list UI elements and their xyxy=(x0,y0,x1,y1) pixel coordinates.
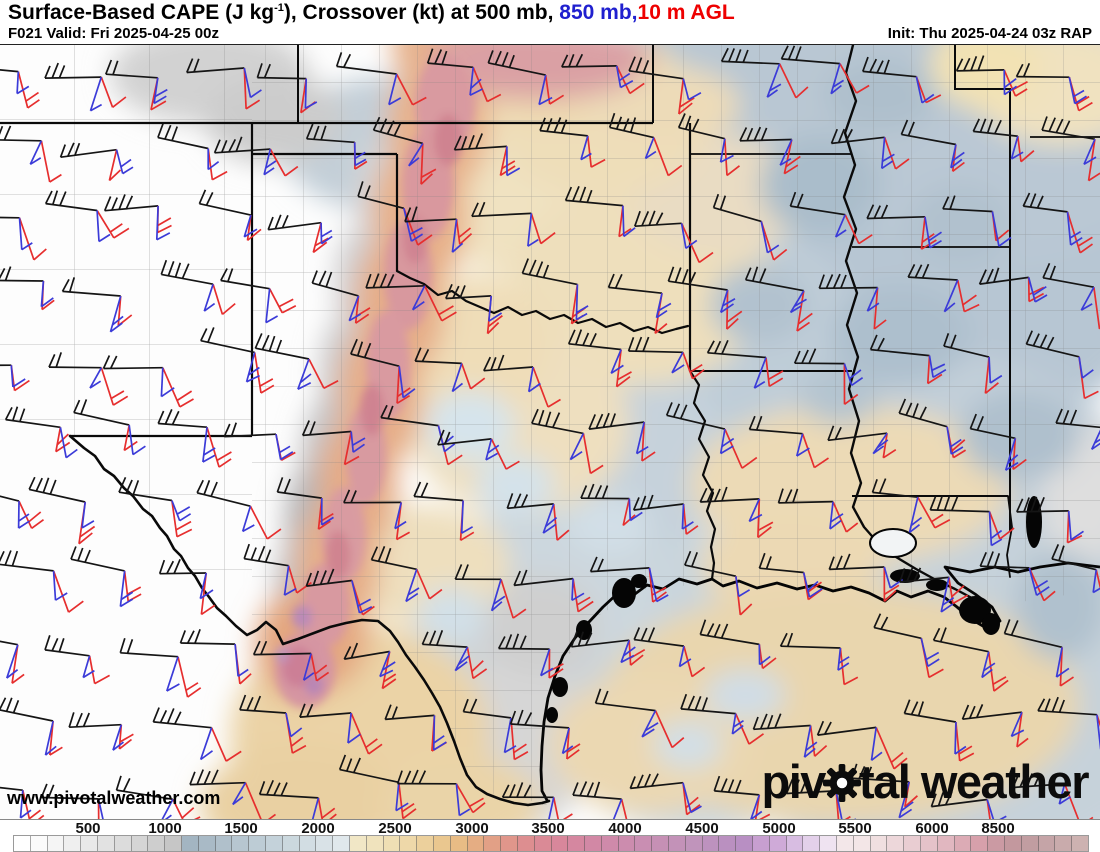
colorbar-cell xyxy=(48,836,65,851)
colorbar-cell xyxy=(787,836,804,851)
colorbar-cell xyxy=(871,836,888,851)
title-850mb: 850 mb, xyxy=(559,1,637,24)
logo-text-pre: piv xyxy=(762,755,825,808)
colorbar-cell xyxy=(904,836,921,851)
colorbar-cell xyxy=(451,836,468,851)
colorbar-cell xyxy=(703,836,720,851)
colorbar-cell xyxy=(1005,836,1022,851)
gear-icon xyxy=(823,764,861,802)
title-black-2: ), Crossover (kt) at 500 mb, xyxy=(284,1,559,24)
colorbar-cell xyxy=(971,836,988,851)
colorbar-cell xyxy=(316,836,333,851)
colorbar-cell xyxy=(736,836,753,851)
colorbar-cell xyxy=(249,836,266,851)
colorbar-cell xyxy=(14,836,31,851)
page-title: Surface-Based CAPE (J kg-1), Crossover (… xyxy=(8,1,735,25)
colorbar-cell xyxy=(568,836,585,851)
colorbar-cell xyxy=(384,836,401,851)
colorbar-cell xyxy=(955,836,972,851)
colorbar-cell xyxy=(1072,836,1088,851)
colorbar-cell xyxy=(417,836,434,851)
colorbar-cell xyxy=(165,836,182,851)
colorbar-cell xyxy=(887,836,904,851)
colorbar-cell xyxy=(1055,836,1072,851)
colorbar-cell xyxy=(300,836,317,851)
title-10m-agl: 10 m AGL xyxy=(638,1,735,24)
colorbar-cell xyxy=(921,836,938,851)
colorbar-cell xyxy=(468,836,485,851)
colorbar-cell xyxy=(148,836,165,851)
colorbar-cells xyxy=(13,835,1089,852)
colorbar-cell xyxy=(283,836,300,851)
watermark-url: www.pivotalweather.com xyxy=(7,788,220,809)
colorbar-cell xyxy=(518,836,535,851)
colorbar-cell xyxy=(501,836,518,851)
forecast-valid-label: F021 Valid: Fri 2025-04-25 00z xyxy=(8,25,219,42)
colorbar-cell xyxy=(535,836,552,851)
colorbar-cell xyxy=(552,836,569,851)
colorbar-cell xyxy=(753,836,770,851)
colorbar-cell xyxy=(484,836,501,851)
colorbar-cell xyxy=(266,836,283,851)
colorbar-cell xyxy=(1039,836,1056,851)
colorbar-cell xyxy=(199,836,216,851)
colorbar-cell xyxy=(400,836,417,851)
colorbar-cell xyxy=(602,836,619,851)
colorbar-cell xyxy=(216,836,233,851)
colorbar-cell xyxy=(232,836,249,851)
colorbar-cell xyxy=(98,836,115,851)
colorbar-cell xyxy=(1022,836,1039,851)
lake-pontchartrain xyxy=(870,529,916,557)
colorbar-cell xyxy=(585,836,602,851)
colorbar-cell xyxy=(333,836,350,851)
colorbar-cell xyxy=(31,836,48,851)
logo-text-post: tal weather xyxy=(859,755,1088,808)
colorbar-cell xyxy=(115,836,132,851)
model-init-label: Init: Thu 2025-04-24 03z RAP xyxy=(888,25,1092,42)
colorbar-cell xyxy=(837,836,854,851)
colorbar-cell xyxy=(635,836,652,851)
colorbar-cell xyxy=(686,836,703,851)
colorbar-cell xyxy=(854,836,871,851)
colorbar-cell xyxy=(182,836,199,851)
map-canvas[interactable] xyxy=(0,45,1100,820)
colorbar-cell xyxy=(367,836,384,851)
title-black: Surface-Based CAPE (J kg xyxy=(8,1,274,24)
colorbar-cell xyxy=(938,836,955,851)
colorbar-cell xyxy=(770,836,787,851)
colorbar-cell xyxy=(820,836,837,851)
title-bar: Surface-Based CAPE (J kg-1), Crossover (… xyxy=(0,0,1100,44)
colorbar-cell xyxy=(132,836,149,851)
colorbar-cell xyxy=(652,836,669,851)
colorbar-cell xyxy=(988,836,1005,851)
colorbar-cell xyxy=(803,836,820,851)
colorbar-cell xyxy=(669,836,686,851)
colorbar-cell xyxy=(619,836,636,851)
pivotal-weather-logo: piv tal weather xyxy=(762,758,1088,805)
colorbar-cell xyxy=(350,836,367,851)
colorbar-cell xyxy=(719,836,736,851)
colorbar-cell xyxy=(434,836,451,851)
colorbar-cell xyxy=(64,836,81,851)
colorbar-cell xyxy=(81,836,98,851)
title-superscript: -1 xyxy=(274,2,284,14)
weather-map[interactable] xyxy=(0,44,1100,819)
